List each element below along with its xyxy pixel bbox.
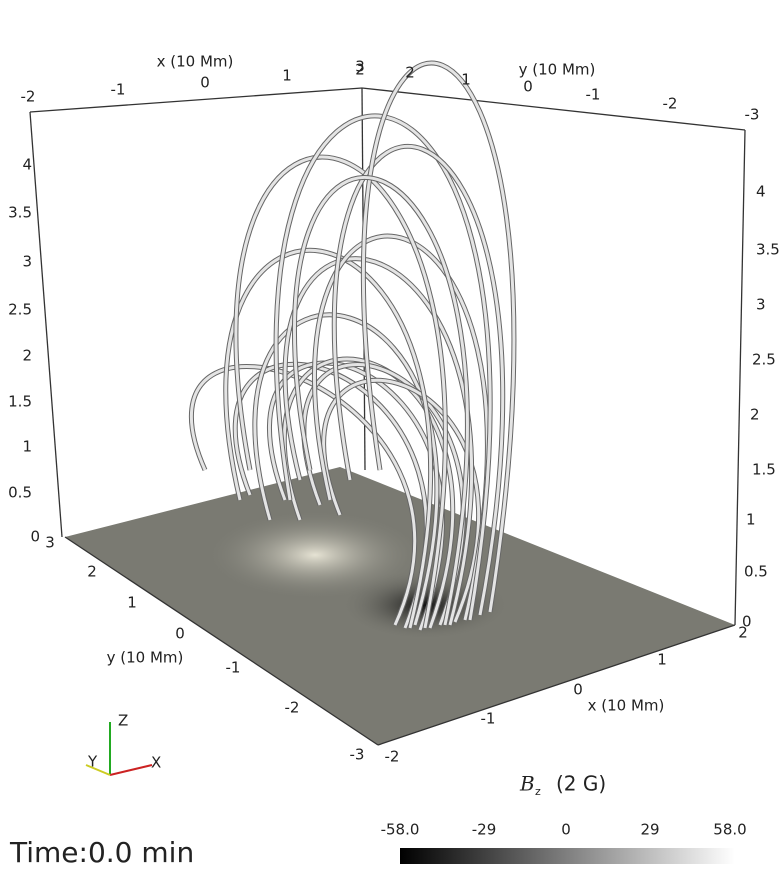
tick-label: 0.5 (744, 563, 768, 581)
tick-label: -1 (111, 81, 126, 99)
axes-frame (29, 87, 746, 626)
tick-label: 0 (561, 821, 571, 839)
tick-label: 1 (22, 438, 32, 456)
axis-title: y (10 Mm) (107, 649, 184, 667)
tick-label: -2 (663, 95, 678, 113)
tick-label: -1 (226, 659, 241, 677)
tick-label: 3 (45, 534, 55, 552)
tick-label: 0.5 (8, 484, 32, 502)
colorbar-symbol: B (519, 772, 535, 796)
tick-label: 3 (756, 296, 766, 314)
orient-z: Z (118, 712, 128, 730)
field-line (224, 249, 432, 629)
axis-labels: x (10 Mm)-2 -1 0 1 2 y (10 Mm)3 2 1 0 -1 -2-343.53… (8, 53, 780, 839)
tick-label: 1 (127, 594, 137, 612)
field-line (253, 313, 439, 626)
tick-label: 2.5 (752, 351, 776, 369)
tick-label: -29 (472, 821, 497, 839)
tick-label: 3.5 (756, 241, 780, 259)
tick-label: 0 (200, 74, 210, 92)
tick-label: 1.5 (8, 393, 32, 411)
tick-label: -2 (21, 88, 36, 106)
axis-title: x (10 Mm) (588, 697, 665, 715)
tick-label: 4 (22, 156, 32, 174)
axis-title: y (10 Mm) (519, 61, 596, 79)
tick-label: 2 (87, 563, 97, 581)
axes-front (64, 536, 736, 746)
tick-label: -1 (586, 86, 601, 104)
tick-label: 3 (355, 58, 365, 76)
tick-label: 2.5 (8, 301, 32, 319)
tick-label: 1 (461, 71, 471, 89)
tick-label: 3 (22, 253, 32, 271)
tick-label: 0 (523, 78, 533, 96)
axis-title: x (10 Mm) (157, 53, 234, 71)
tick-label: 1 (657, 651, 667, 669)
field-line (274, 114, 492, 621)
tick-label: 29 (640, 821, 659, 839)
orientation-axes: Z Y X (85, 712, 161, 776)
tick-label: -58.0 (381, 821, 420, 839)
tick-label: 0 (742, 613, 752, 631)
tick-label: 4 (756, 183, 766, 201)
tick-label: 2 (738, 624, 748, 642)
orient-x: X (151, 754, 161, 772)
time-label: Time:0.0 min (9, 836, 194, 869)
tick-label: 0 (573, 681, 583, 699)
tick-label: 2 (355, 61, 365, 79)
tick-label: 1 (282, 67, 292, 85)
field-lines (188, 60, 517, 631)
tick-label: -1 (481, 710, 496, 728)
field-line (322, 378, 480, 623)
tick-label: 58.0 (713, 821, 746, 839)
tick-label: 2 (22, 347, 32, 365)
orient-y: Y (87, 753, 98, 771)
tick-label: 0 (175, 625, 185, 643)
tick-label: -2 (385, 748, 400, 766)
field-line (189, 365, 417, 626)
tick-label: 0 (30, 528, 40, 546)
field-line (293, 176, 469, 626)
field-line (234, 155, 447, 629)
colorbar-subscript: z (535, 785, 541, 798)
field-line (332, 145, 505, 616)
tick-label: 1 (746, 511, 756, 529)
tick-label: 3.5 (8, 204, 32, 222)
tick-label: 1.5 (752, 461, 776, 479)
field-line (361, 61, 516, 613)
tick-label: -2 (285, 699, 300, 717)
tick-label: 2 (405, 64, 415, 82)
tick-label: 2 (750, 406, 760, 424)
colorbar-unit: (2 G) (556, 772, 606, 796)
field-line (283, 257, 474, 626)
colorbar (400, 848, 735, 864)
tick-label: -3 (350, 746, 365, 764)
tick-label: -3 (745, 106, 760, 124)
